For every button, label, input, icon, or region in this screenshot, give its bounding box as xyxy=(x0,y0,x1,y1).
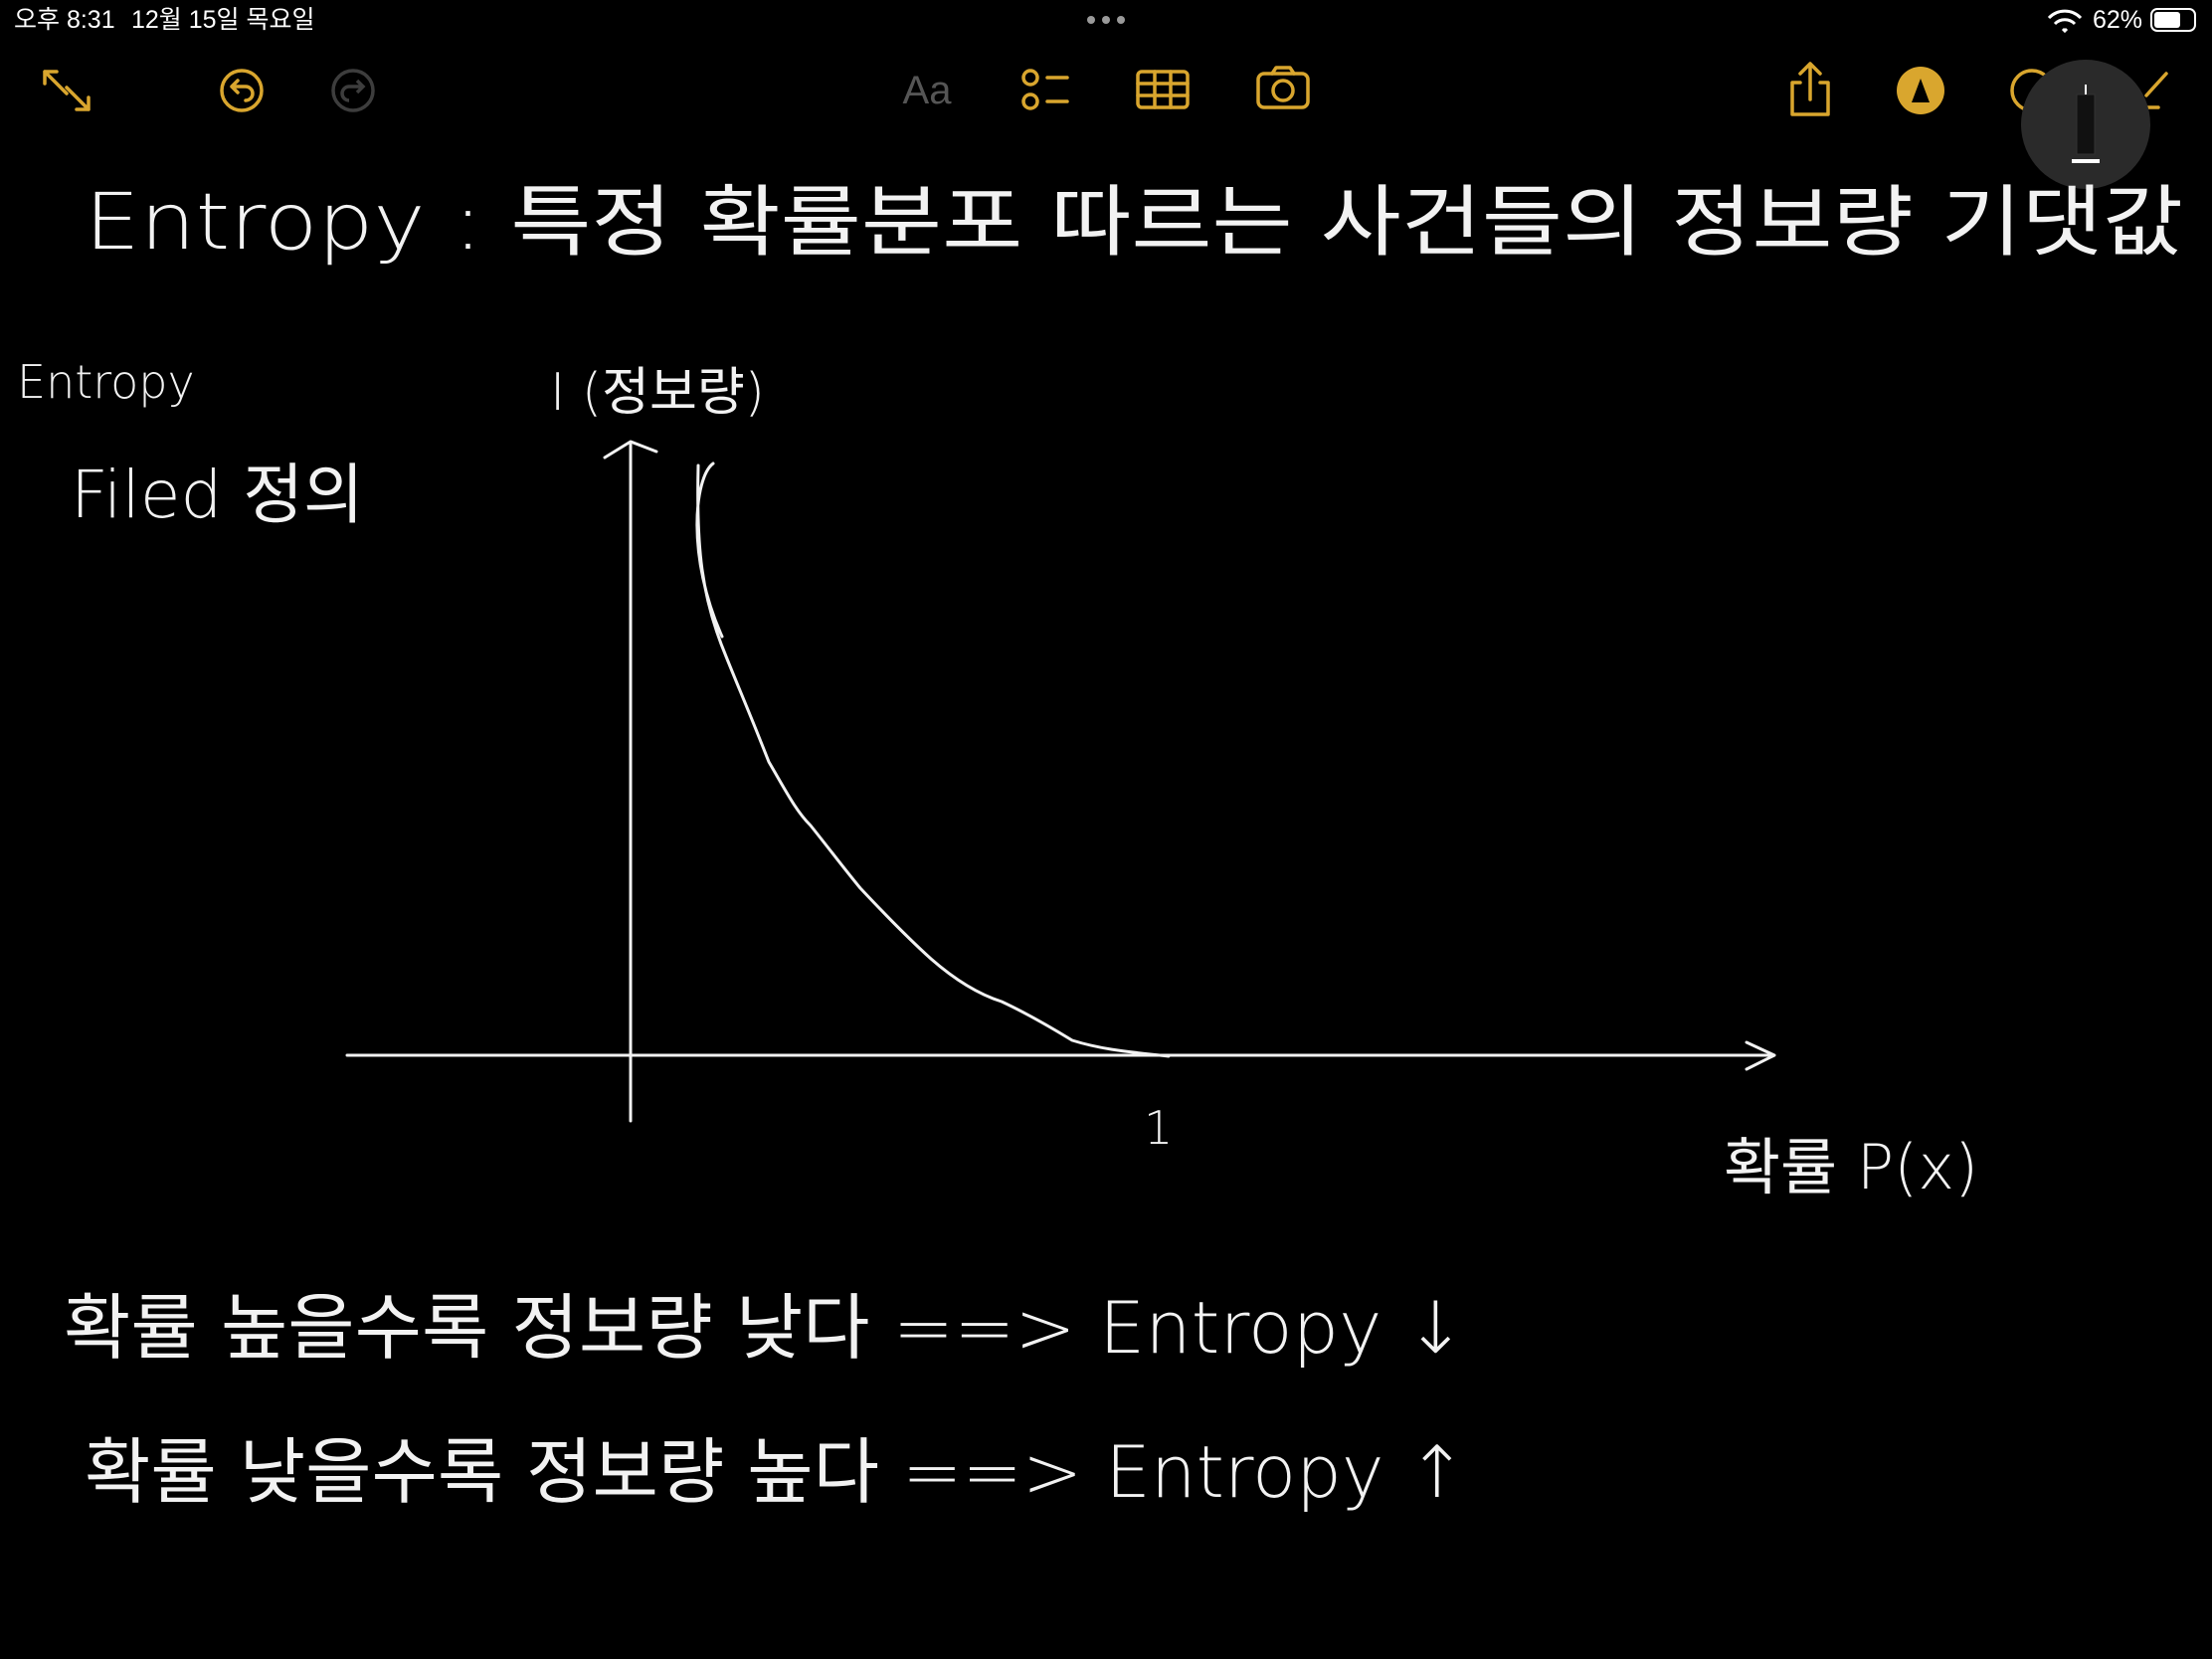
battery-icon xyxy=(2150,8,2196,32)
battery-level xyxy=(2154,12,2180,28)
battery-percent: 62% xyxy=(2093,6,2142,34)
note-line: 확률 높을수록 정보량 낮다 ==> Entropy ↓ xyxy=(64,1286,1466,1370)
y-axis xyxy=(603,440,658,1123)
side-note: Filed 정의 xyxy=(71,457,364,533)
format-button[interactable]: Aa xyxy=(903,69,953,112)
checklist-button[interactable] xyxy=(1021,69,1069,110)
collapse-button[interactable] xyxy=(43,70,91,111)
status-time: 오후 8:31 xyxy=(14,6,115,34)
status-date: 12월 15일 목요일 xyxy=(131,6,315,34)
share-button[interactable] xyxy=(1790,62,1830,116)
table-button[interactable] xyxy=(1136,70,1190,109)
multitask-dots[interactable] xyxy=(1087,16,1125,24)
x-axis-label: 확률 P(x) xyxy=(1724,1131,1978,1203)
x-tick-label: 1 xyxy=(1144,1101,1173,1155)
note-line: 확률 낮을수록 정보량 높다 ==> Entropy ↑ xyxy=(85,1430,1467,1514)
markup-button[interactable] xyxy=(1897,67,1944,114)
side-label: Entropy xyxy=(17,355,195,409)
wifi-icon xyxy=(2047,9,2083,34)
undo-button[interactable] xyxy=(220,69,264,112)
camera-button[interactable] xyxy=(1256,66,1310,109)
information-curve xyxy=(695,461,1171,1058)
redo-button[interactable] xyxy=(331,69,375,112)
note-title: Entropy : 특정 확률분포 따르는 사건들의 정보량 기댓값 xyxy=(85,178,2183,268)
pencil-palette[interactable] xyxy=(2021,60,2150,189)
x-axis xyxy=(345,1040,1776,1071)
y-axis-label: I (정보량) xyxy=(550,363,765,423)
